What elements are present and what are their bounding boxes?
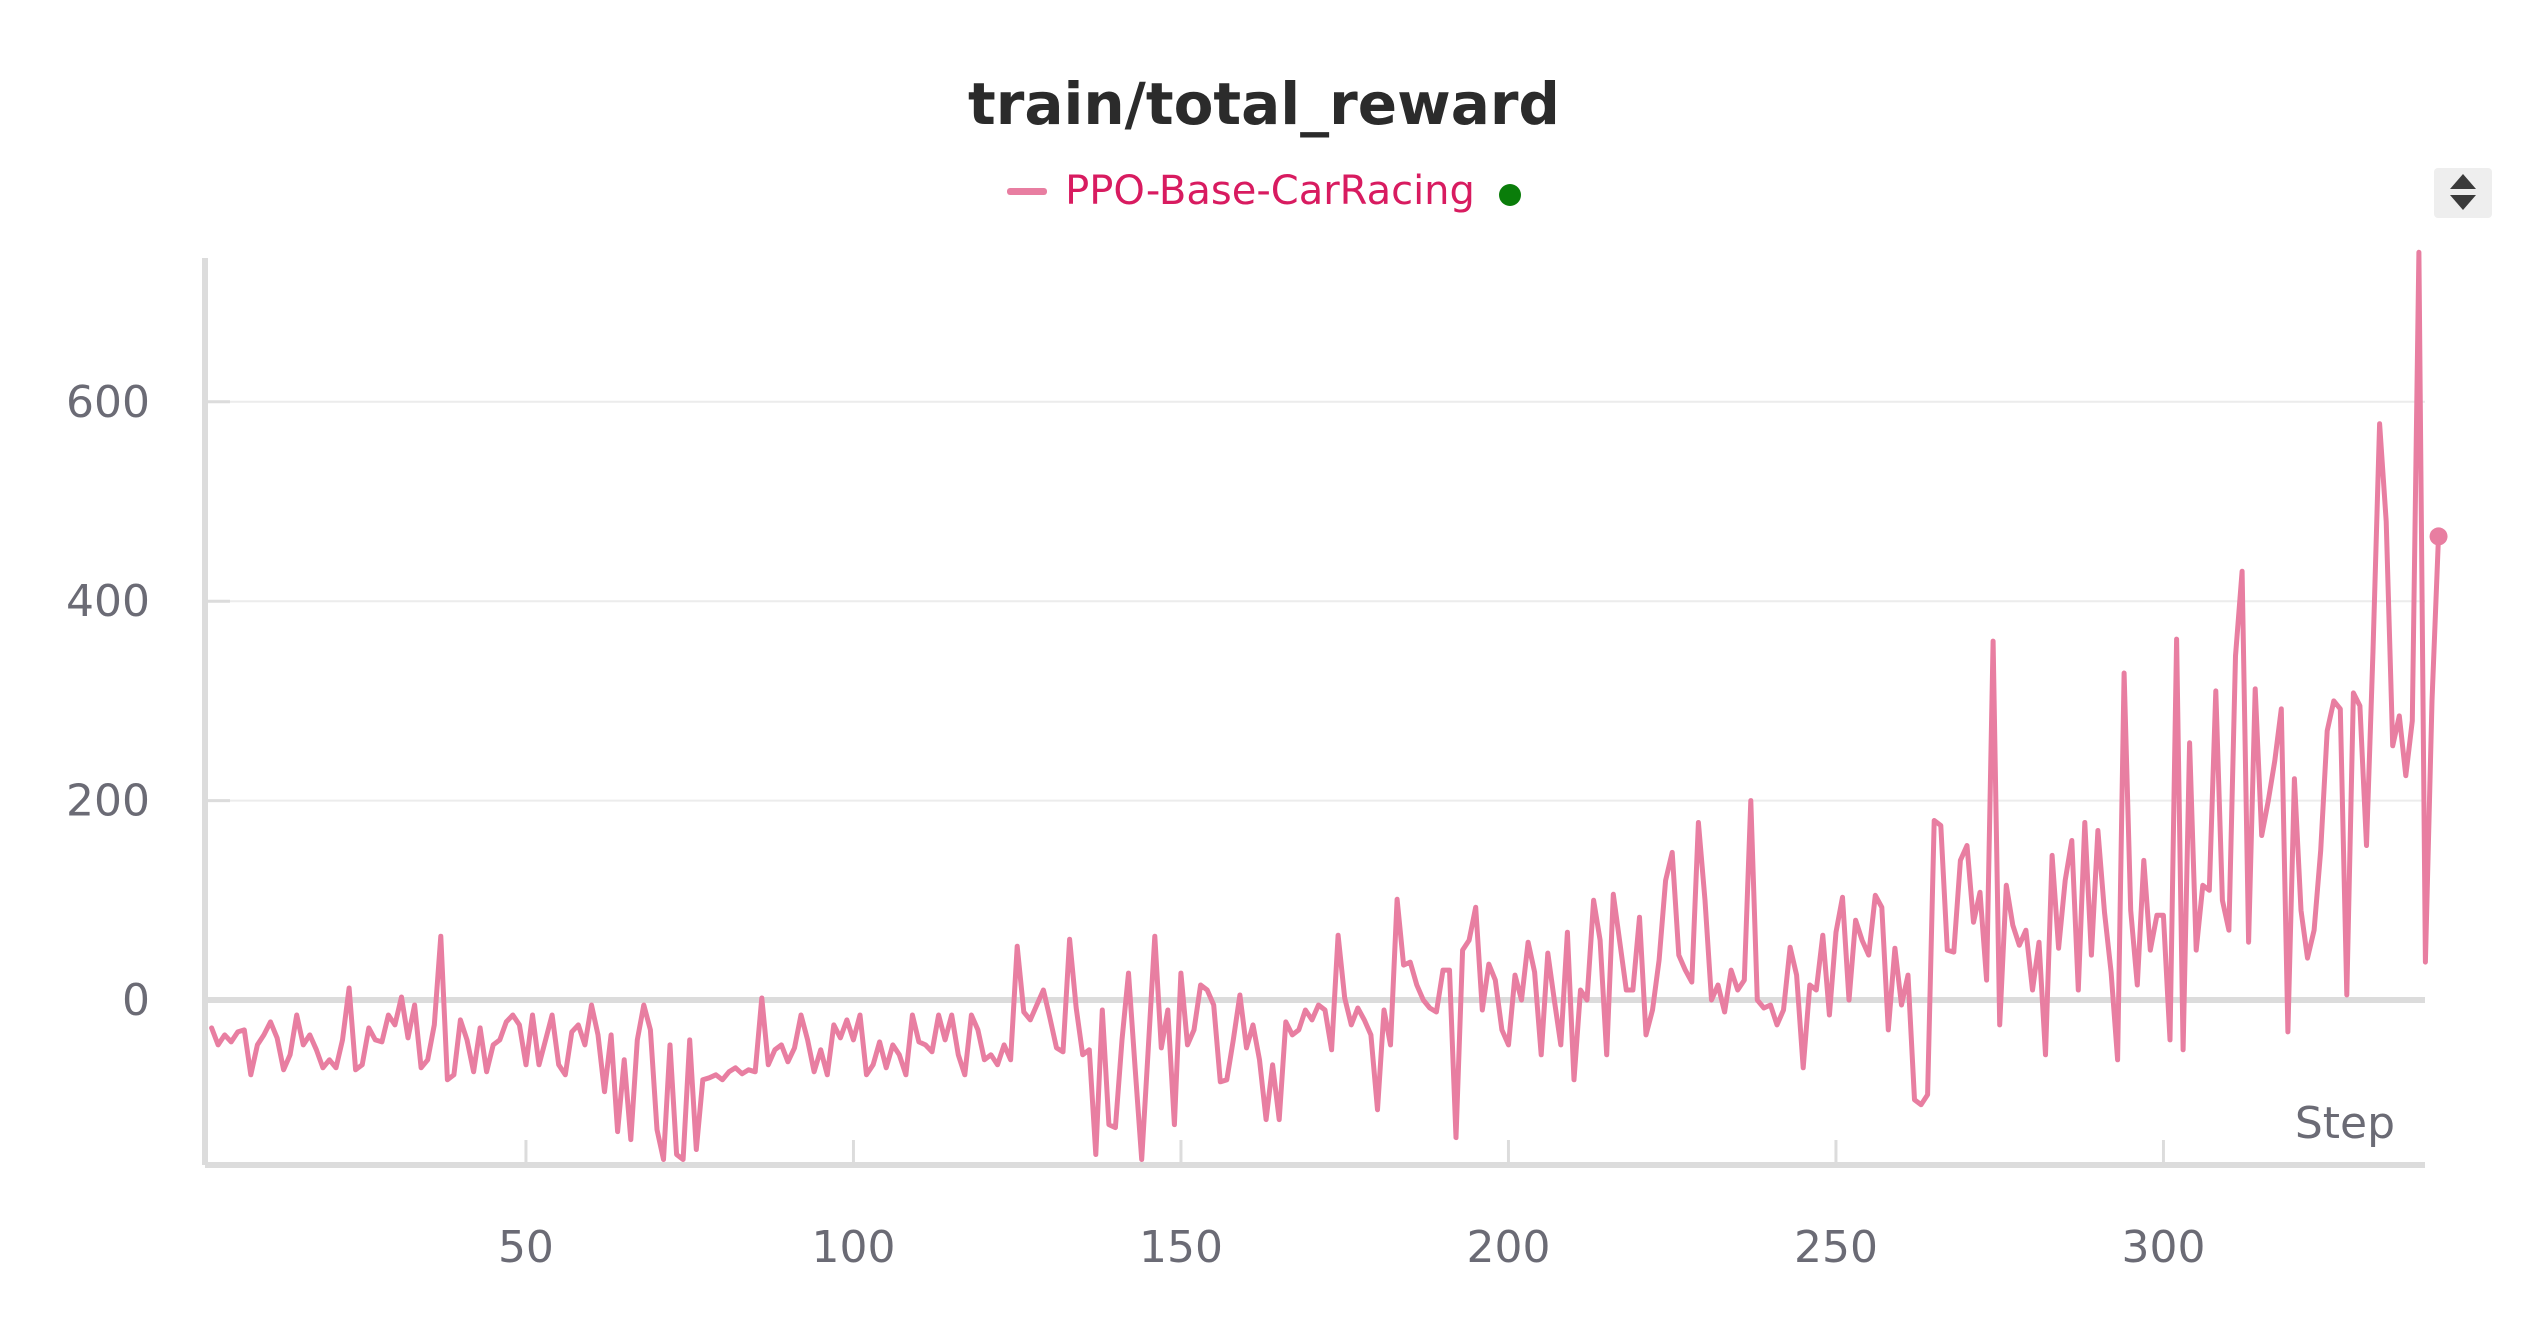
tick-labels: 0 200 400 600 50 100 150 200 250 300	[66, 377, 2205, 1273]
series-line-ppo-base-carracing[interactable]	[209, 249, 2441, 1162]
x-tick-label-200: 200	[1466, 1222, 1550, 1273]
legend: PPO-Base-CarRacing	[0, 168, 2528, 214]
y-tick-label-600: 600	[66, 377, 150, 428]
x-tick-label-250: 250	[1794, 1222, 1878, 1273]
x-axis-label: Step	[2295, 1098, 2395, 1149]
series-layer	[209, 249, 2448, 1162]
y-tick-label-0: 0	[122, 975, 150, 1026]
legend-label[interactable]: PPO-Base-CarRacing	[1065, 168, 1475, 214]
x-tick-label-300: 300	[2121, 1222, 2205, 1273]
x-tick-label-50: 50	[498, 1222, 554, 1273]
y-tick-label-200: 200	[66, 776, 150, 827]
x-tick-label-100: 100	[811, 1222, 895, 1273]
y-tick-label-400: 400	[66, 576, 150, 627]
chevron-up-icon[interactable]	[2450, 174, 2476, 189]
chevron-down-icon[interactable]	[2450, 195, 2476, 210]
live-status-dot-icon	[1498, 184, 1521, 206]
legend-swatch	[1007, 187, 1048, 195]
x-tick-label-150: 150	[1139, 1222, 1223, 1273]
axes	[202, 258, 2425, 1168]
legend-scroll-control[interactable]	[2434, 168, 2492, 218]
grid	[205, 400, 2425, 1003]
series-last-point[interactable]	[2429, 527, 2448, 546]
chart-title: train/total_reward	[968, 70, 1560, 138]
